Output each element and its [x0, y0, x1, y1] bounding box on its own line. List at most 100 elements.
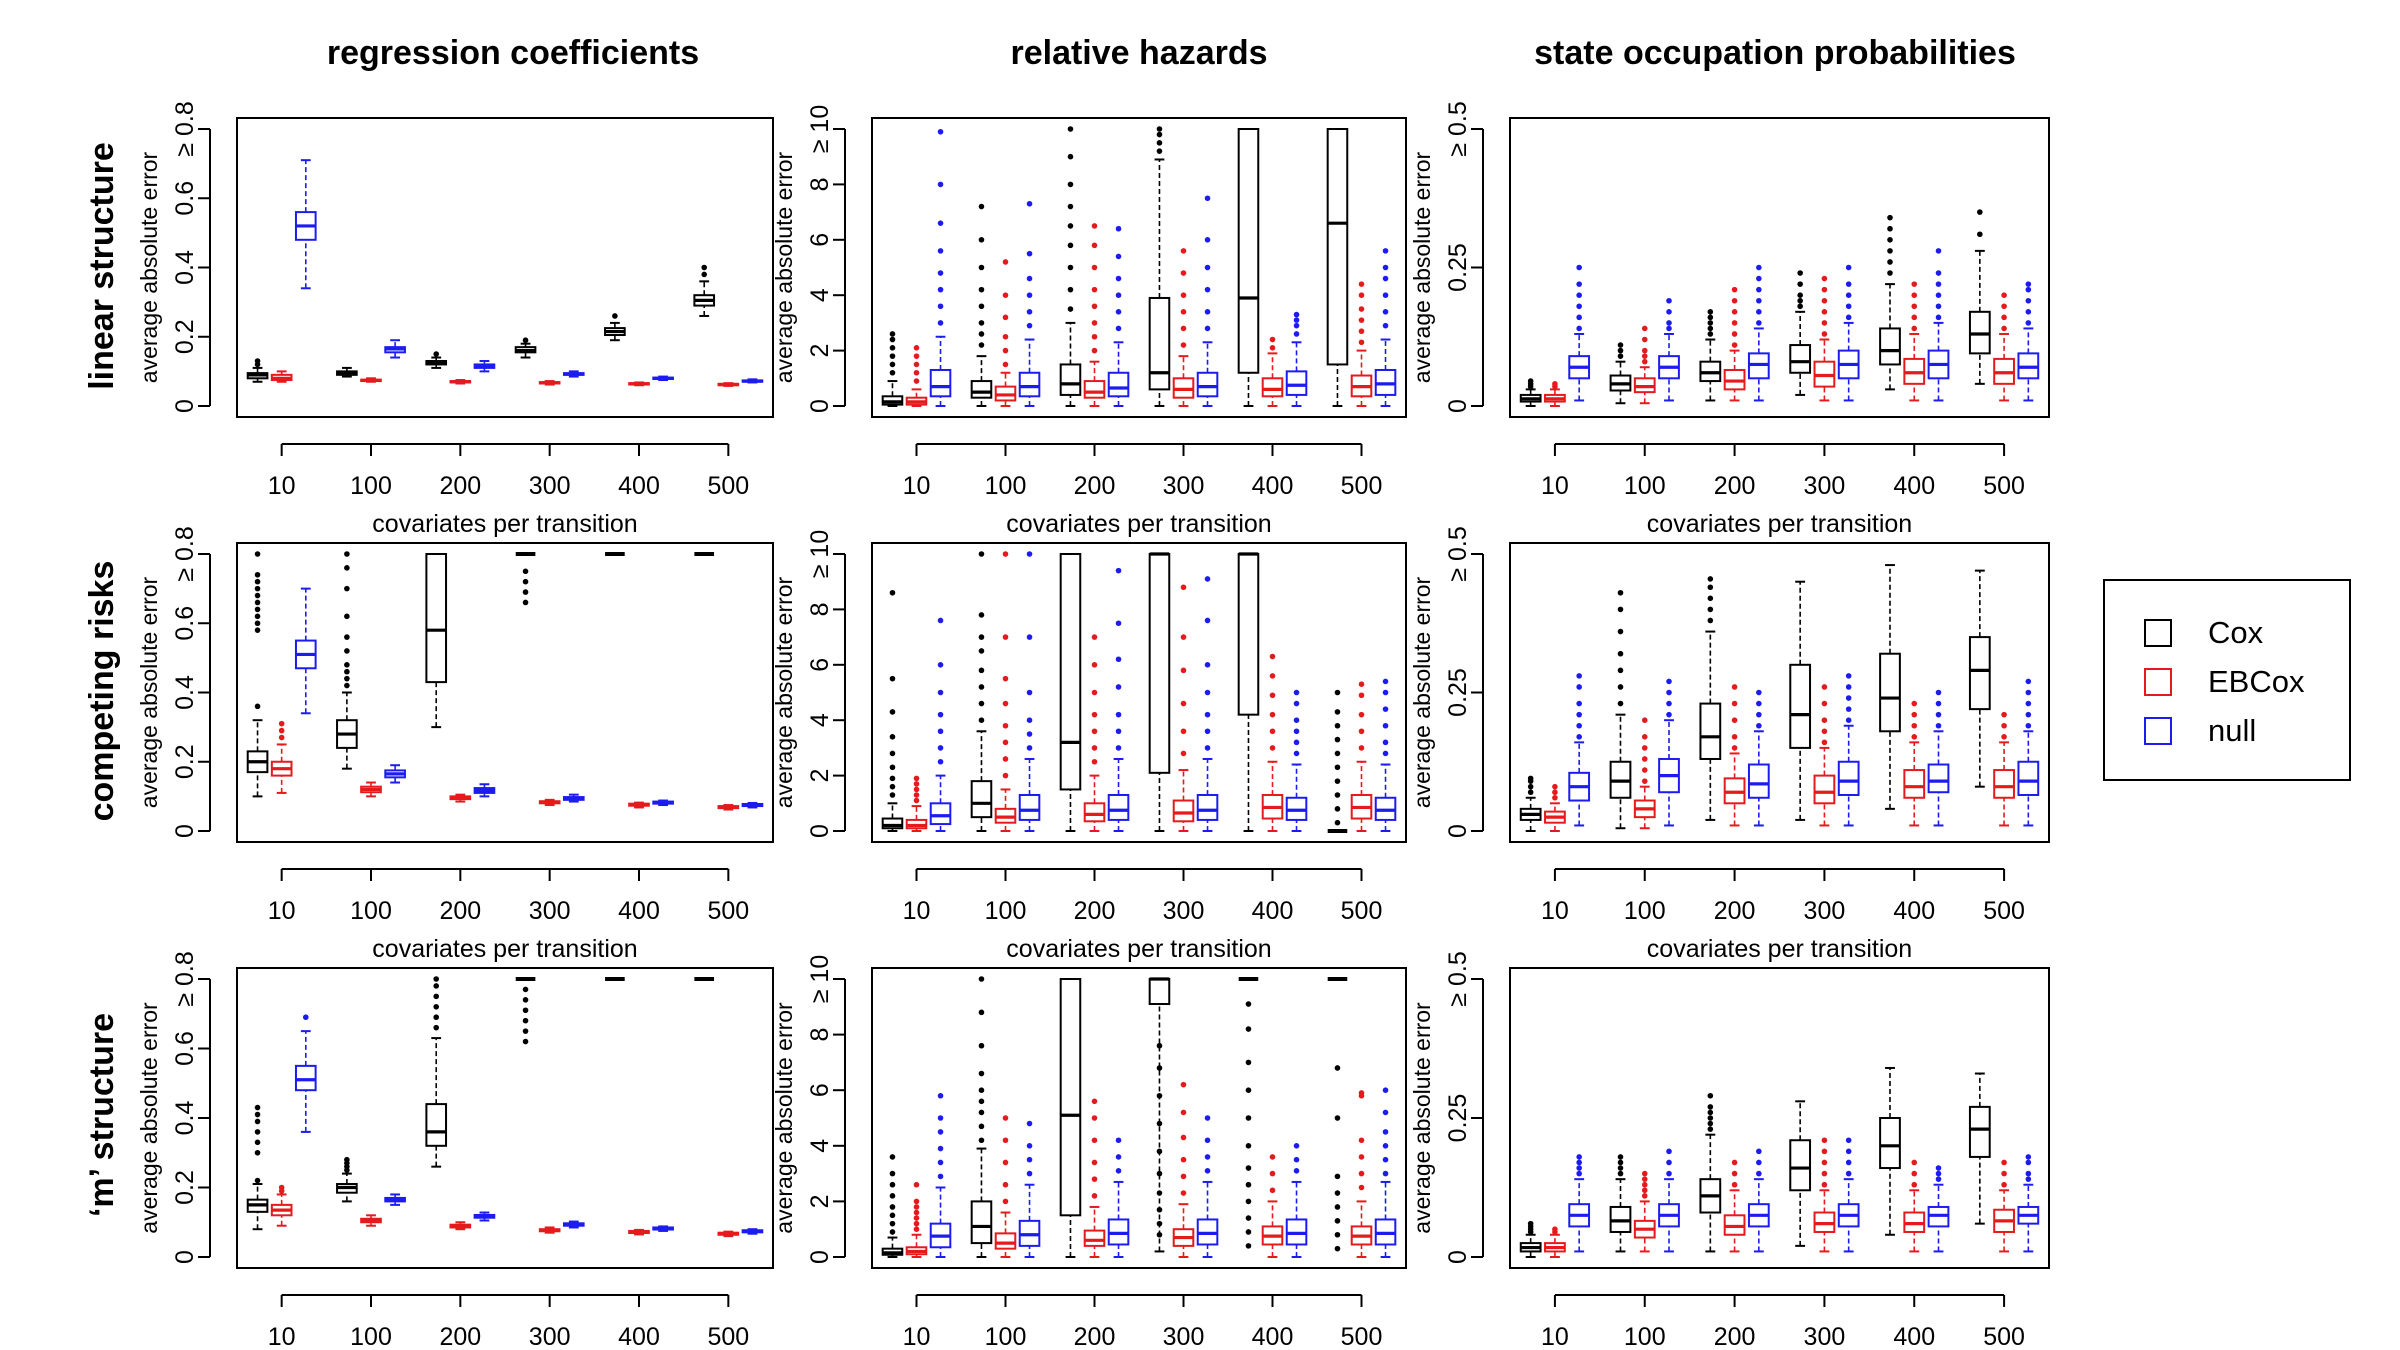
box-body [1237, 128, 1260, 374]
outlier-point [1245, 1215, 1252, 1221]
box-null-500 [1374, 1087, 1397, 1258]
outlier-point [1552, 381, 1558, 387]
outlier-point [1821, 739, 1828, 746]
outlier-point [1845, 281, 1852, 287]
outlier-point [1091, 758, 1098, 765]
outlier-point [1641, 347, 1648, 354]
y-tick-label: ≥ 10 [806, 105, 834, 153]
outlier-point [1180, 1134, 1187, 1141]
panel-coef-row3: 0 0.2 0.4 0.6 ≥ 0.8 average absolute error 10 1… [136, 951, 774, 1350]
box-body [2017, 760, 2040, 796]
outlier-point [1091, 286, 1098, 293]
box-cox-200 [1699, 576, 1722, 821]
outlier-point [1576, 314, 1582, 321]
outlier-point [1382, 750, 1389, 757]
outlier-point [1091, 689, 1098, 696]
outlier-point [1797, 297, 1803, 304]
box-null-10 [1568, 264, 1591, 402]
box-null-200 [473, 359, 496, 373]
x-tick-label: 10 [268, 1323, 296, 1350]
outlier-point [913, 1181, 920, 1188]
x-axis-label: covariates per transition [372, 935, 637, 963]
outlier-point [1731, 684, 1738, 690]
x-tick-label: 400 [1893, 897, 1935, 925]
outlier-point [889, 709, 896, 715]
outlier-point [1707, 617, 1714, 624]
outlier-point [1026, 689, 1033, 696]
box-null-300 [1837, 673, 1860, 827]
outlier-point [1617, 1159, 1624, 1166]
outlier-point [1382, 1143, 1389, 1149]
outlier-point [1358, 1090, 1365, 1096]
outlier-point [1334, 1065, 1341, 1071]
outlier-point [1002, 722, 1009, 729]
x-tick-label: 400 [618, 1323, 660, 1350]
box-body [1879, 1117, 1901, 1170]
outlier-point [889, 750, 896, 757]
outlier-point [1269, 692, 1276, 699]
outlier-point [1731, 734, 1738, 740]
outlier-point [1002, 292, 1009, 299]
box-body [1172, 799, 1195, 823]
y-tick-label: 0.6 [171, 181, 199, 216]
outlier-point [913, 1209, 920, 1216]
box-cox-200 [1059, 553, 1082, 832]
box-null-100 [1018, 200, 1041, 407]
box-ebcox-10 [270, 370, 293, 383]
box-cox-200 [425, 976, 448, 1168]
panel-frame [871, 542, 1407, 843]
outlier-point [1845, 292, 1852, 299]
outlier-point [1911, 1159, 1918, 1166]
box-body [1879, 652, 1901, 733]
outlier-point [1115, 253, 1122, 260]
outlier-point [1382, 722, 1389, 729]
outlier-point [1067, 203, 1074, 210]
box-null-10 [929, 617, 952, 832]
box-ebcox-100 [1633, 325, 1656, 405]
outlier-point [913, 353, 920, 359]
box-cox-10 [246, 1104, 269, 1231]
outlier-point [1358, 306, 1365, 312]
outlier-point [937, 711, 944, 718]
outlier-point [1707, 576, 1714, 582]
x-tick-label: 200 [1074, 1323, 1116, 1350]
outlier-point [1269, 336, 1276, 343]
box-cox-500 [1968, 569, 1991, 788]
outlier-point [1180, 309, 1187, 315]
outlier-point [889, 345, 896, 351]
outlier-point [1334, 1245, 1341, 1252]
outlier-point [1026, 275, 1033, 282]
box-null-400 [652, 1225, 674, 1232]
y-axis-label: average absolute error [771, 1002, 797, 1234]
outlier-point [1091, 1098, 1098, 1105]
box-ebcox-100 [1633, 1170, 1656, 1253]
box-null-300 [1837, 264, 1860, 402]
outlier-point [2025, 1154, 2032, 1160]
y-tick-label: 0.4 [171, 675, 199, 710]
outlier-point [1358, 292, 1365, 299]
outlier-point [1115, 325, 1122, 332]
box-ebcox-400 [628, 381, 650, 387]
outlier-point [889, 764, 896, 771]
outlier-point [1845, 684, 1852, 690]
box-null-100 [1018, 551, 1041, 832]
panel-haz-row1: 0 2 4 6 8 ≥ 10 average absolute error 10 100 200 3… [771, 105, 1407, 538]
outlier-point [1115, 745, 1122, 751]
legend: Cox EBCox null [2103, 579, 2351, 781]
outlier-point [522, 589, 529, 595]
outlier-point [1641, 717, 1648, 723]
outlier-point [978, 331, 985, 337]
outlier-point [1091, 333, 1098, 340]
outlier-point [1358, 1137, 1365, 1144]
outlier-point [978, 1123, 985, 1130]
outlier-point [937, 1173, 944, 1180]
outlier-point [302, 1014, 309, 1021]
outlier-point [1245, 1115, 1252, 1121]
outlier-point [522, 997, 529, 1003]
x-tick-label: 400 [618, 897, 660, 925]
x-tick-label: 400 [1252, 897, 1294, 925]
x-tick-label: 10 [268, 897, 296, 925]
box-cox-10 [881, 1154, 904, 1258]
box-ebcox-500 [1993, 1159, 2015, 1253]
